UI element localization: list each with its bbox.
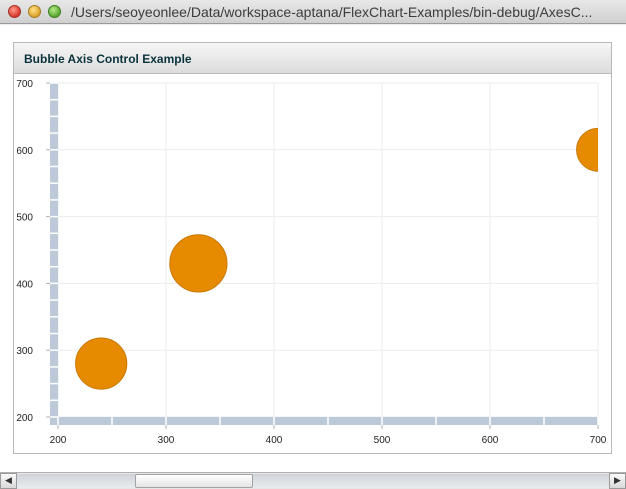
scrollbar-track[interactable] <box>17 474 609 488</box>
x-tick-label: 700 <box>590 435 607 446</box>
zoom-icon[interactable] <box>48 5 61 18</box>
y-tick-label: 700 <box>16 79 33 90</box>
arrow-right-icon[interactable]: ▶ <box>609 473 626 489</box>
content-area: Bubble Axis Control Example 200 300 400 500… <box>0 25 626 472</box>
bubble-point <box>75 337 128 390</box>
bubble-chart: 200 300 400 500 600 700 200 300 400 500 600 700 <box>16 79 607 446</box>
y-tick-label: 600 <box>16 146 33 157</box>
horizontal-scrollbar[interactable]: ◀ ▶ <box>0 472 626 489</box>
panel-title: Bubble Axis Control Example <box>24 52 192 66</box>
bubble-point <box>169 234 228 293</box>
minimize-icon[interactable] <box>28 5 41 18</box>
y-tick-label: 200 <box>16 413 33 424</box>
x-axis-bar <box>50 417 598 425</box>
window-title: /Users/seoyeonlee/Data/workspace-aptana/… <box>71 4 593 20</box>
x-tick-label: 500 <box>374 435 391 446</box>
arrow-left-icon[interactable]: ◀ <box>0 473 17 489</box>
scrollbar-thumb[interactable] <box>135 474 253 488</box>
y-axis-bar <box>50 83 58 425</box>
window-titlebar: /Users/seoyeonlee/Data/workspace-aptana/… <box>0 0 626 24</box>
bubble-point <box>576 127 598 172</box>
x-tick-label: 600 <box>482 435 499 446</box>
y-tick-label: 500 <box>16 213 33 224</box>
close-icon[interactable] <box>8 5 21 18</box>
x-tick-label: 300 <box>158 435 175 446</box>
y-tick-label: 400 <box>16 279 33 290</box>
x-tick-label: 400 <box>266 435 283 446</box>
panel-header: Bubble Axis Control Example <box>14 43 611 74</box>
y-tick-label: 300 <box>16 346 33 357</box>
x-tick-label: 200 <box>50 435 67 446</box>
